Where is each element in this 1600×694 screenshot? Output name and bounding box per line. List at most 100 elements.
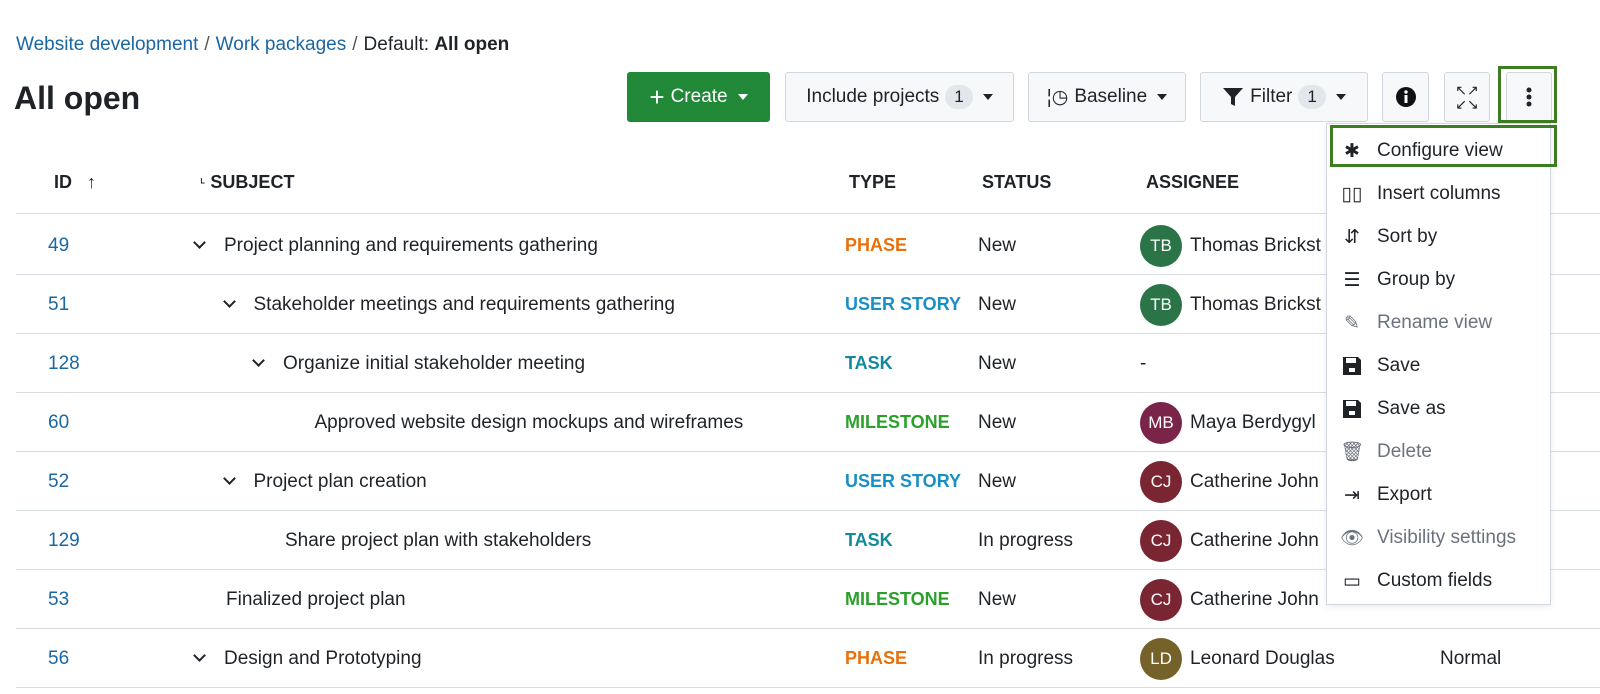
assignee-cell[interactable]: TB Thomas Brickst: [1140, 216, 1321, 275]
menu-item-insert-columns[interactable]: ▯▯ Insert columns: [1327, 174, 1550, 214]
type-cell[interactable]: MILESTONE: [845, 589, 950, 609]
more-options-menu: ✱ Configure view ▯▯ Insert columns ⇵ Sort by ☰…: [1326, 123, 1551, 605]
table-row[interactable]: 60 Approved website design mockups and wi…: [0, 393, 1600, 452]
type-cell[interactable]: PHASE: [845, 235, 908, 255]
column-header-status[interactable]: STATUS: [982, 172, 1052, 192]
chevron-down-icon[interactable]: [193, 236, 206, 249]
menu-item-rename-view[interactable]: ✎ Rename view: [1327, 303, 1550, 343]
status-cell[interactable]: New: [978, 411, 1017, 433]
avatar: MB: [1140, 401, 1182, 444]
chevron-down-icon[interactable]: [252, 354, 265, 367]
create-button[interactable]: + Create: [627, 72, 770, 122]
menu-item-save-as[interactable]: Save as: [1327, 389, 1550, 429]
chevron-down-icon[interactable]: [222, 472, 236, 485]
chevron-down-icon[interactable]: [222, 295, 236, 308]
menu-item-label: Visibility settings: [1377, 527, 1517, 548]
menu-item-delete[interactable]: 🗑 Delete: [1327, 432, 1550, 472]
status-cell[interactable]: New: [978, 588, 1017, 610]
id-link[interactable]: 60: [48, 411, 70, 433]
status-cell[interactable]: In progress: [978, 647, 1074, 669]
id-link[interactable]: 49: [48, 234, 70, 256]
menu-item-export[interactable]: ⇥ Export: [1327, 475, 1550, 515]
subject-header-label: SUBJECT: [210, 172, 295, 192]
create-label: Create: [670, 86, 728, 107]
filter-button[interactable]: Filter 1: [1200, 72, 1368, 122]
type-cell[interactable]: TASK: [845, 530, 893, 550]
menu-item-visibility-settings[interactable]: 👁 Visibility settings: [1327, 518, 1550, 558]
subject-cell[interactable]: Project plan creation: [222, 452, 427, 511]
id-link[interactable]: 53: [48, 588, 70, 610]
type-cell[interactable]: USER STORY: [845, 471, 962, 491]
id-link[interactable]: 129: [48, 529, 80, 551]
assignee-cell[interactable]: CJ Catherine John: [1140, 511, 1319, 570]
menu-item-custom-fields[interactable]: ▭ Custom fields: [1327, 561, 1550, 601]
id-link[interactable]: 56: [48, 647, 70, 669]
breadcrumb-work-packages[interactable]: Work packages: [215, 34, 347, 55]
fullscreen-button[interactable]: ↖↗ ↙↘: [1444, 72, 1490, 122]
subject-cell[interactable]: Project planning and requirements gather…: [193, 216, 598, 275]
assignee-cell[interactable]: LD Leonard Douglas: [1140, 629, 1335, 688]
subject-cell[interactable]: Organize initial stakeholder meeting: [252, 334, 586, 393]
assignee-name: Catherine John: [1190, 470, 1319, 492]
assignee-cell[interactable]: -: [1140, 352, 1147, 374]
status-cell[interactable]: New: [978, 234, 1017, 256]
type-cell[interactable]: PHASE: [845, 648, 908, 668]
baseline-button[interactable]: ¦◷ Baseline: [1028, 72, 1186, 122]
divider: [16, 569, 1600, 570]
type-cell[interactable]: USER STORY: [845, 294, 962, 314]
column-header-subject[interactable]: ᒻ SUBJECT: [200, 172, 294, 193]
menu-item-group-by[interactable]: ☰ Group by: [1327, 260, 1550, 300]
column-header-assignee[interactable]: ASSIGNEE: [1146, 172, 1240, 192]
divider: [16, 628, 1600, 629]
export-icon: ⇥: [1344, 484, 1360, 506]
highlight-box: [1498, 66, 1557, 123]
table-row[interactable]: 52 Project plan creation USER STORY New CJ Ca…: [0, 452, 1600, 511]
menu-item-configure-view[interactable]: ✱ Configure view: [1327, 131, 1550, 171]
table-row[interactable]: 51 Stakeholder meetings and requirements …: [0, 275, 1600, 334]
id-link[interactable]: 128: [48, 352, 80, 374]
id-link[interactable]: 52: [48, 470, 70, 492]
save-icon: [1341, 399, 1363, 419]
include-projects-button[interactable]: Include projects 1: [785, 72, 1014, 122]
subject-text: Organize initial stakeholder meeting: [283, 352, 586, 374]
divider: [16, 510, 1600, 511]
assignee-cell[interactable]: MB Maya Berdygyl: [1140, 393, 1316, 452]
status-cell[interactable]: New: [978, 293, 1017, 315]
type-cell[interactable]: TASK: [845, 353, 893, 373]
plus-icon: +: [649, 82, 665, 112]
subject-cell[interactable]: Design and Prototyping: [193, 629, 422, 688]
subject-text: Approved website design mockups and wire…: [314, 411, 744, 433]
id-link[interactable]: 51: [48, 293, 70, 315]
chevron-down-icon[interactable]: [193, 649, 206, 662]
subject-cell[interactable]: Share project plan with stakeholders: [254, 511, 591, 570]
table-row[interactable]: 56 Design and Prototyping PHASE In progress…: [0, 629, 1600, 688]
menu-item-label: Save: [1377, 355, 1421, 376]
caret-down-icon: [1157, 94, 1168, 100]
column-header-type[interactable]: TYPE: [849, 172, 897, 192]
table-row[interactable]: 53 Finalized project plan MILESTONE New CJ Ca…: [0, 570, 1600, 629]
column-header-id[interactable]: ID ↑: [54, 172, 96, 193]
table-row[interactable]: 128 Organize initial stakeholder meeting T…: [0, 334, 1600, 393]
table-row[interactable]: 129 Share project plan with stakeholders T…: [0, 511, 1600, 570]
subject-cell[interactable]: Stakeholder meetings and requirements ga…: [222, 275, 675, 334]
subject-text: Finalized project plan: [226, 588, 406, 610]
assignee-name: Catherine John: [1190, 529, 1319, 551]
subject-cell[interactable]: Approved website design mockups and wire…: [284, 393, 744, 452]
menu-item-sort-by[interactable]: ⇵ Sort by: [1327, 217, 1550, 257]
priority-cell[interactable]: Normal: [1440, 647, 1502, 669]
menu-item-label: Delete: [1377, 441, 1432, 462]
status-cell[interactable]: New: [978, 470, 1017, 492]
breadcrumb-project[interactable]: Website development: [16, 34, 199, 55]
table-row[interactable]: 49 Project planning and requirements gath…: [0, 216, 1600, 275]
subject-cell[interactable]: Finalized project plan: [195, 570, 406, 629]
status-cell[interactable]: In progress: [978, 529, 1074, 551]
menu-item-save[interactable]: Save: [1327, 346, 1550, 386]
assignee-cell[interactable]: CJ Catherine John: [1140, 452, 1319, 511]
assignee-cell[interactable]: CJ Catherine John: [1140, 570, 1319, 629]
status-cell[interactable]: New: [978, 352, 1017, 374]
assignee-cell[interactable]: TB Thomas Brickst: [1140, 275, 1321, 334]
info-button[interactable]: [1382, 72, 1429, 122]
type-cell[interactable]: MILESTONE: [845, 412, 950, 432]
custom-fields-icon: ▭: [1343, 570, 1361, 592]
assignee-name: Maya Berdygyl: [1190, 411, 1316, 433]
